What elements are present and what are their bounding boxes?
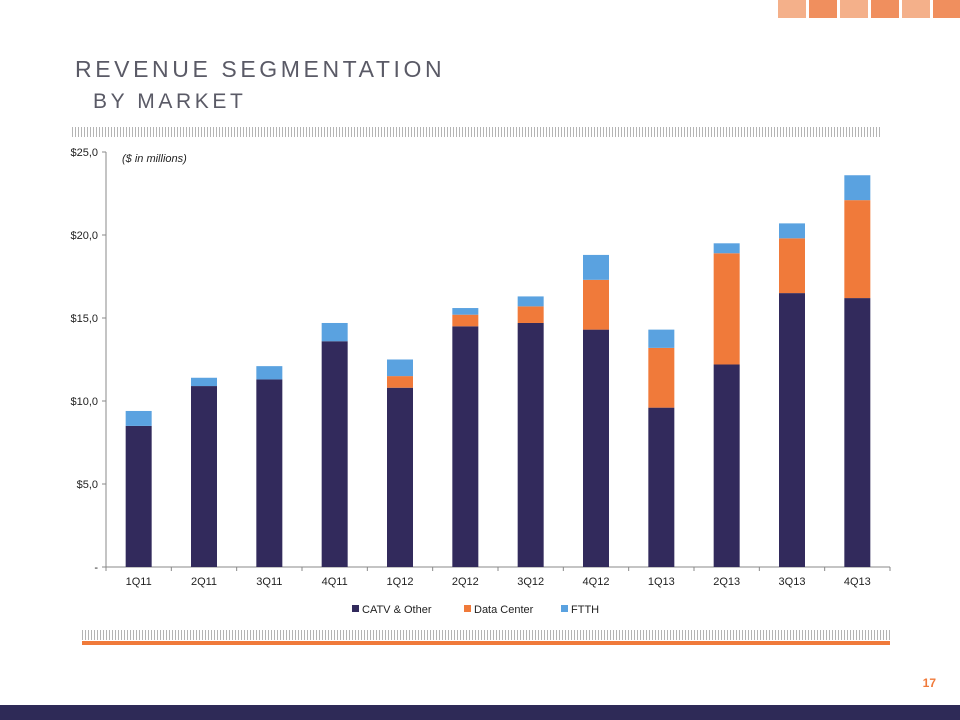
slide-subtitle: BY MARKET [93, 90, 247, 113]
accent-block [778, 0, 806, 18]
units-note: ($ in millions) [122, 153, 187, 165]
x-tick-label: 1Q11 [126, 576, 152, 588]
bar-segment [452, 308, 479, 315]
chart-labels: - $5,0 $10,0 $15,0 $20,0 $25,0 1Q11 2Q11 3Q11 4Q1… [70, 147, 870, 588]
bar-segment [191, 377, 217, 387]
chart-bars [125, 175, 871, 567]
accent-block [871, 0, 899, 18]
bar-segment [125, 425, 152, 567]
x-tick-label: 2Q13 [713, 576, 740, 588]
accent-blocks [778, 0, 960, 18]
bar-segment [648, 407, 675, 567]
bar-segment [844, 175, 871, 201]
bar-segment [583, 279, 609, 330]
bar-segment [844, 298, 871, 567]
x-tick-label: 4Q11 [322, 576, 348, 588]
bar-segment [648, 329, 675, 348]
footer-bar [0, 705, 960, 720]
bar-segment [452, 314, 479, 327]
y-tick-label: $10,0 [70, 396, 98, 408]
legend-label: CATV & Other [362, 604, 432, 616]
x-tick-label: 1Q12 [387, 576, 414, 588]
chart-axes [102, 151, 891, 571]
x-tick-label: 3Q13 [779, 576, 806, 588]
x-tick-label: 4Q13 [844, 576, 871, 588]
bar-segment [713, 364, 740, 567]
bar-segment [321, 322, 348, 342]
legend-label: Data Center [474, 604, 534, 616]
bar-segment [256, 366, 283, 380]
accent-block [809, 0, 837, 18]
page-number: 17 [922, 676, 936, 690]
y-tick-label: $15,0 [70, 313, 98, 325]
accent-block [840, 0, 868, 18]
y-tick-label: $5,0 [77, 479, 98, 491]
bar-segment [583, 254, 609, 280]
bar-segment [713, 243, 740, 254]
bar-segment [387, 376, 413, 388]
legend-swatch [352, 605, 359, 612]
bottom-orange-line [82, 641, 890, 645]
chart-legend: CATV & Other Data Center FTTH [352, 604, 599, 616]
x-tick-label: 3Q12 [517, 576, 544, 588]
bar-segment [191, 386, 217, 567]
bar-segment [517, 322, 544, 567]
accent-block [902, 0, 930, 18]
x-tick-label: 1Q13 [648, 576, 675, 588]
x-tick-label: 4Q12 [583, 576, 610, 588]
bottom-hatch-divider [82, 630, 890, 640]
x-tick-label: 3Q11 [256, 576, 282, 588]
bar-segment [583, 329, 609, 567]
bar-segment [713, 253, 740, 365]
bar-segment [517, 296, 544, 307]
y-tick-label: $20,0 [70, 230, 98, 242]
bar-segment [779, 223, 805, 239]
y-tick-label: - [94, 562, 98, 574]
x-tick-label: 2Q11 [191, 576, 217, 588]
bar-segment [452, 326, 479, 567]
bar-segment [779, 293, 805, 567]
y-tick-label: $25,0 [70, 147, 98, 159]
bar-segment [256, 379, 283, 567]
bar-segment [517, 306, 544, 323]
bar-segment [844, 200, 871, 299]
bar-segment [321, 341, 348, 567]
x-tick-label: 2Q12 [452, 576, 479, 588]
top-hatch-divider [72, 127, 882, 137]
bar-segment [779, 238, 805, 294]
bar-segment [648, 347, 675, 408]
bar-segment [387, 359, 413, 377]
accent-block [933, 0, 960, 18]
legend-swatch [464, 605, 471, 612]
legend-swatch [561, 605, 568, 612]
bar-segment [387, 387, 413, 567]
bar-segment [125, 410, 152, 426]
slide-title: REVENUE SEGMENTATION [75, 56, 446, 82]
legend-label: FTTH [571, 604, 599, 616]
